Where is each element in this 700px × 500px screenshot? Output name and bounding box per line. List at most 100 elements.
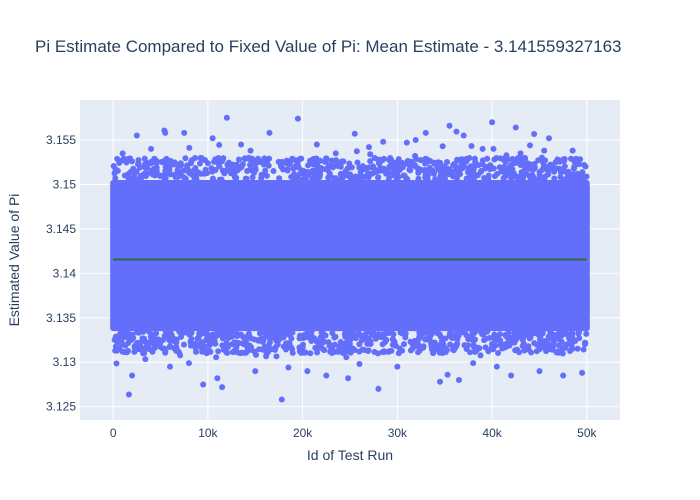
data-point xyxy=(131,169,138,176)
data-point xyxy=(136,328,143,335)
y-tick-label: 3.125 xyxy=(46,400,76,414)
data-point xyxy=(353,175,360,182)
data-point xyxy=(512,347,519,354)
data-point xyxy=(375,156,382,163)
data-point xyxy=(183,162,190,169)
data-point xyxy=(247,346,254,353)
data-point xyxy=(125,170,132,177)
data-point xyxy=(242,349,249,356)
data-point xyxy=(140,350,147,357)
data-point xyxy=(519,343,526,350)
data-point xyxy=(175,162,182,169)
data-point xyxy=(375,385,382,392)
data-point xyxy=(156,343,163,350)
data-point xyxy=(230,163,237,170)
data-point xyxy=(133,132,140,139)
data-point xyxy=(510,334,517,341)
data-point xyxy=(402,330,409,337)
data-point xyxy=(567,155,574,162)
data-point xyxy=(198,340,205,347)
data-point xyxy=(399,164,406,171)
data-point xyxy=(219,156,226,163)
data-point xyxy=(119,348,126,355)
data-point xyxy=(263,331,270,338)
data-point xyxy=(527,142,533,149)
data-point xyxy=(294,115,301,122)
data-point xyxy=(345,375,352,382)
data-point xyxy=(444,158,451,165)
data-point xyxy=(519,336,526,343)
data-point xyxy=(329,342,336,349)
data-point xyxy=(536,340,543,347)
data-point xyxy=(283,160,290,167)
data-point xyxy=(472,158,479,165)
data-point xyxy=(184,329,191,336)
data-point xyxy=(400,172,407,179)
data-point xyxy=(234,349,241,356)
data-point xyxy=(280,334,287,341)
data-point xyxy=(530,328,537,335)
data-point xyxy=(291,170,298,177)
data-point xyxy=(542,338,549,345)
data-point xyxy=(503,152,510,159)
data-point xyxy=(444,371,451,378)
data-point xyxy=(249,174,256,181)
data-point xyxy=(162,129,169,136)
data-point xyxy=(273,329,280,336)
data-point xyxy=(531,340,538,347)
data-point xyxy=(490,346,497,353)
data-point xyxy=(454,340,461,347)
data-point xyxy=(528,349,535,356)
data-point xyxy=(432,176,439,183)
data-point xyxy=(386,163,393,170)
y-axis-ticks: 3.125 3.13 3.135 3.14 3.145 3.15 3.155 xyxy=(46,133,76,414)
data-point xyxy=(468,142,475,149)
data-point xyxy=(426,335,433,342)
data-point xyxy=(235,156,242,163)
data-point xyxy=(561,157,568,164)
data-point xyxy=(167,363,173,370)
data-point xyxy=(203,329,210,336)
data-point xyxy=(555,332,562,339)
data-point xyxy=(347,329,354,336)
data-point xyxy=(337,175,344,182)
data-point xyxy=(231,339,238,346)
data-point xyxy=(490,145,497,152)
data-point xyxy=(253,351,260,358)
data-point xyxy=(341,331,348,338)
data-point xyxy=(549,162,556,169)
data-point xyxy=(512,124,519,131)
data-point xyxy=(422,129,429,136)
data-point xyxy=(260,344,267,351)
data-point xyxy=(504,335,511,342)
data-point xyxy=(438,341,445,348)
data-point xyxy=(242,175,249,182)
data-point xyxy=(386,170,393,177)
data-point xyxy=(412,136,419,143)
dense-point-band xyxy=(110,180,590,332)
data-point xyxy=(240,341,247,348)
data-point xyxy=(132,176,139,183)
data-point xyxy=(177,352,184,359)
data-point xyxy=(159,159,166,166)
data-point xyxy=(317,157,324,164)
data-point xyxy=(244,167,251,174)
data-point xyxy=(389,336,396,343)
data-point xyxy=(500,167,507,174)
data-point xyxy=(442,176,449,183)
data-point xyxy=(204,347,211,354)
data-point xyxy=(305,162,312,169)
data-point xyxy=(193,173,200,180)
data-point xyxy=(471,174,478,181)
data-point xyxy=(571,171,578,178)
data-point xyxy=(502,159,509,166)
data-point xyxy=(351,130,358,137)
chart-title: Pi Estimate Compared to Fixed Value of P… xyxy=(35,37,622,56)
data-point xyxy=(129,372,136,379)
data-point xyxy=(514,155,521,162)
data-point xyxy=(375,330,382,337)
data-point xyxy=(214,375,221,382)
data-point xyxy=(458,329,465,336)
data-point xyxy=(533,176,540,183)
data-point xyxy=(285,364,292,371)
